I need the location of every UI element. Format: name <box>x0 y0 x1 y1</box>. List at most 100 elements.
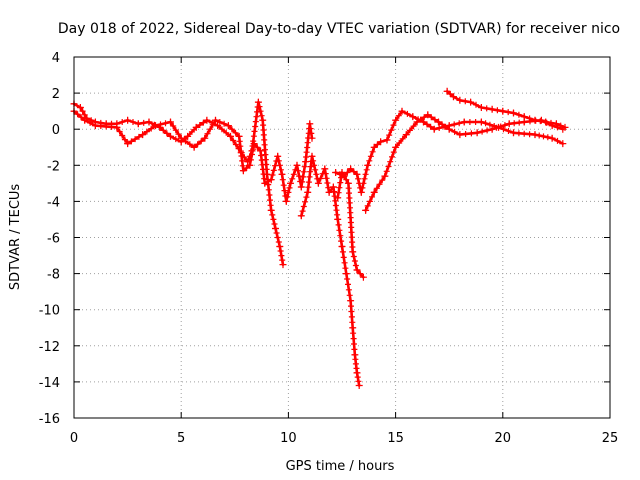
y-tick-label: -12 <box>39 340 60 355</box>
data-point <box>190 143 198 151</box>
data-point <box>561 123 569 131</box>
data-point <box>392 116 400 124</box>
plot-area <box>70 87 569 389</box>
data-point <box>302 158 310 166</box>
grid-lines <box>74 57 610 418</box>
data-point <box>332 169 340 176</box>
data-point <box>152 122 159 130</box>
data-point <box>347 165 355 173</box>
data-point <box>278 170 286 178</box>
data-point <box>259 116 267 124</box>
data-point <box>443 87 451 95</box>
data-point <box>254 98 262 106</box>
data-point <box>488 105 496 113</box>
data-point <box>192 123 200 131</box>
data-point <box>456 131 464 139</box>
data-point <box>224 122 232 130</box>
data-point <box>353 266 361 274</box>
data-point <box>435 118 442 126</box>
data-point <box>559 140 567 148</box>
data-point <box>76 104 84 111</box>
x-tick-label: 20 <box>495 431 512 446</box>
data-point <box>355 382 363 389</box>
data-point <box>402 131 410 139</box>
data-point <box>250 140 258 148</box>
data-point <box>267 176 275 184</box>
data-point <box>227 132 234 140</box>
data-point <box>308 134 316 142</box>
axis-ticks: 0 5 10 15 20 25 -16 -14 -12 -10 -8 -6 -4 -2 0 2 4 <box>39 51 619 446</box>
plus-markers <box>298 153 362 385</box>
data-point <box>548 134 556 142</box>
data-point <box>81 116 89 124</box>
data-point <box>184 132 192 140</box>
data-point <box>329 183 337 191</box>
y-tick-label: -8 <box>47 268 60 283</box>
data-point <box>413 118 421 126</box>
data-point <box>203 116 211 124</box>
data-point <box>139 131 147 139</box>
data-point <box>520 113 528 121</box>
series-track-g <box>443 87 569 131</box>
series-track-a <box>70 98 287 269</box>
data-point <box>261 179 269 187</box>
series-track-e <box>332 107 567 196</box>
data-point <box>424 111 432 119</box>
data-point <box>267 206 275 214</box>
data-point <box>398 107 406 115</box>
data-point <box>364 161 372 169</box>
x-tick-label: 10 <box>280 431 297 446</box>
data-point <box>113 123 121 131</box>
data-point <box>340 172 348 180</box>
x-tick-label: 25 <box>602 431 619 446</box>
series-track-c <box>297 152 363 389</box>
data-point <box>167 132 174 140</box>
data-point <box>381 172 389 180</box>
data-point <box>510 129 517 137</box>
data-point <box>272 225 279 232</box>
y-tick-label: -2 <box>47 159 60 174</box>
data-point <box>467 98 475 106</box>
data-point <box>351 351 359 359</box>
data-point <box>349 248 357 256</box>
data-point <box>287 179 294 187</box>
data-point <box>344 179 352 187</box>
data-point <box>124 140 132 148</box>
data-point <box>201 134 209 142</box>
data-point <box>347 297 355 305</box>
data-point <box>214 122 222 130</box>
data-point <box>349 324 357 332</box>
data-point <box>370 143 378 151</box>
series-track-b <box>70 107 316 205</box>
data-point <box>338 243 346 250</box>
data-point <box>177 134 185 142</box>
data-point <box>167 118 174 126</box>
data-point <box>477 104 485 111</box>
data-point <box>321 165 329 173</box>
data-point <box>505 120 513 128</box>
y-tick-label: -10 <box>39 304 60 319</box>
data-point <box>450 93 457 101</box>
data-point <box>314 179 322 187</box>
data-point <box>334 194 342 202</box>
data-point <box>91 122 99 130</box>
data-point <box>510 109 517 117</box>
data-point <box>246 161 254 169</box>
data-point <box>370 188 378 196</box>
data-point <box>145 118 153 126</box>
data-point <box>531 131 539 139</box>
data-point <box>257 147 264 155</box>
data-point <box>353 369 361 377</box>
y-tick-label: -4 <box>47 195 60 210</box>
series-track-d <box>334 169 367 281</box>
x-tick-label: 5 <box>177 431 185 446</box>
data-point <box>552 120 560 128</box>
data-point <box>306 120 314 128</box>
data-point <box>274 152 282 160</box>
data-point <box>477 118 485 126</box>
data-point <box>473 129 481 137</box>
y-tick-label: 2 <box>52 87 60 102</box>
data-point <box>308 152 316 160</box>
data-point <box>334 215 342 223</box>
